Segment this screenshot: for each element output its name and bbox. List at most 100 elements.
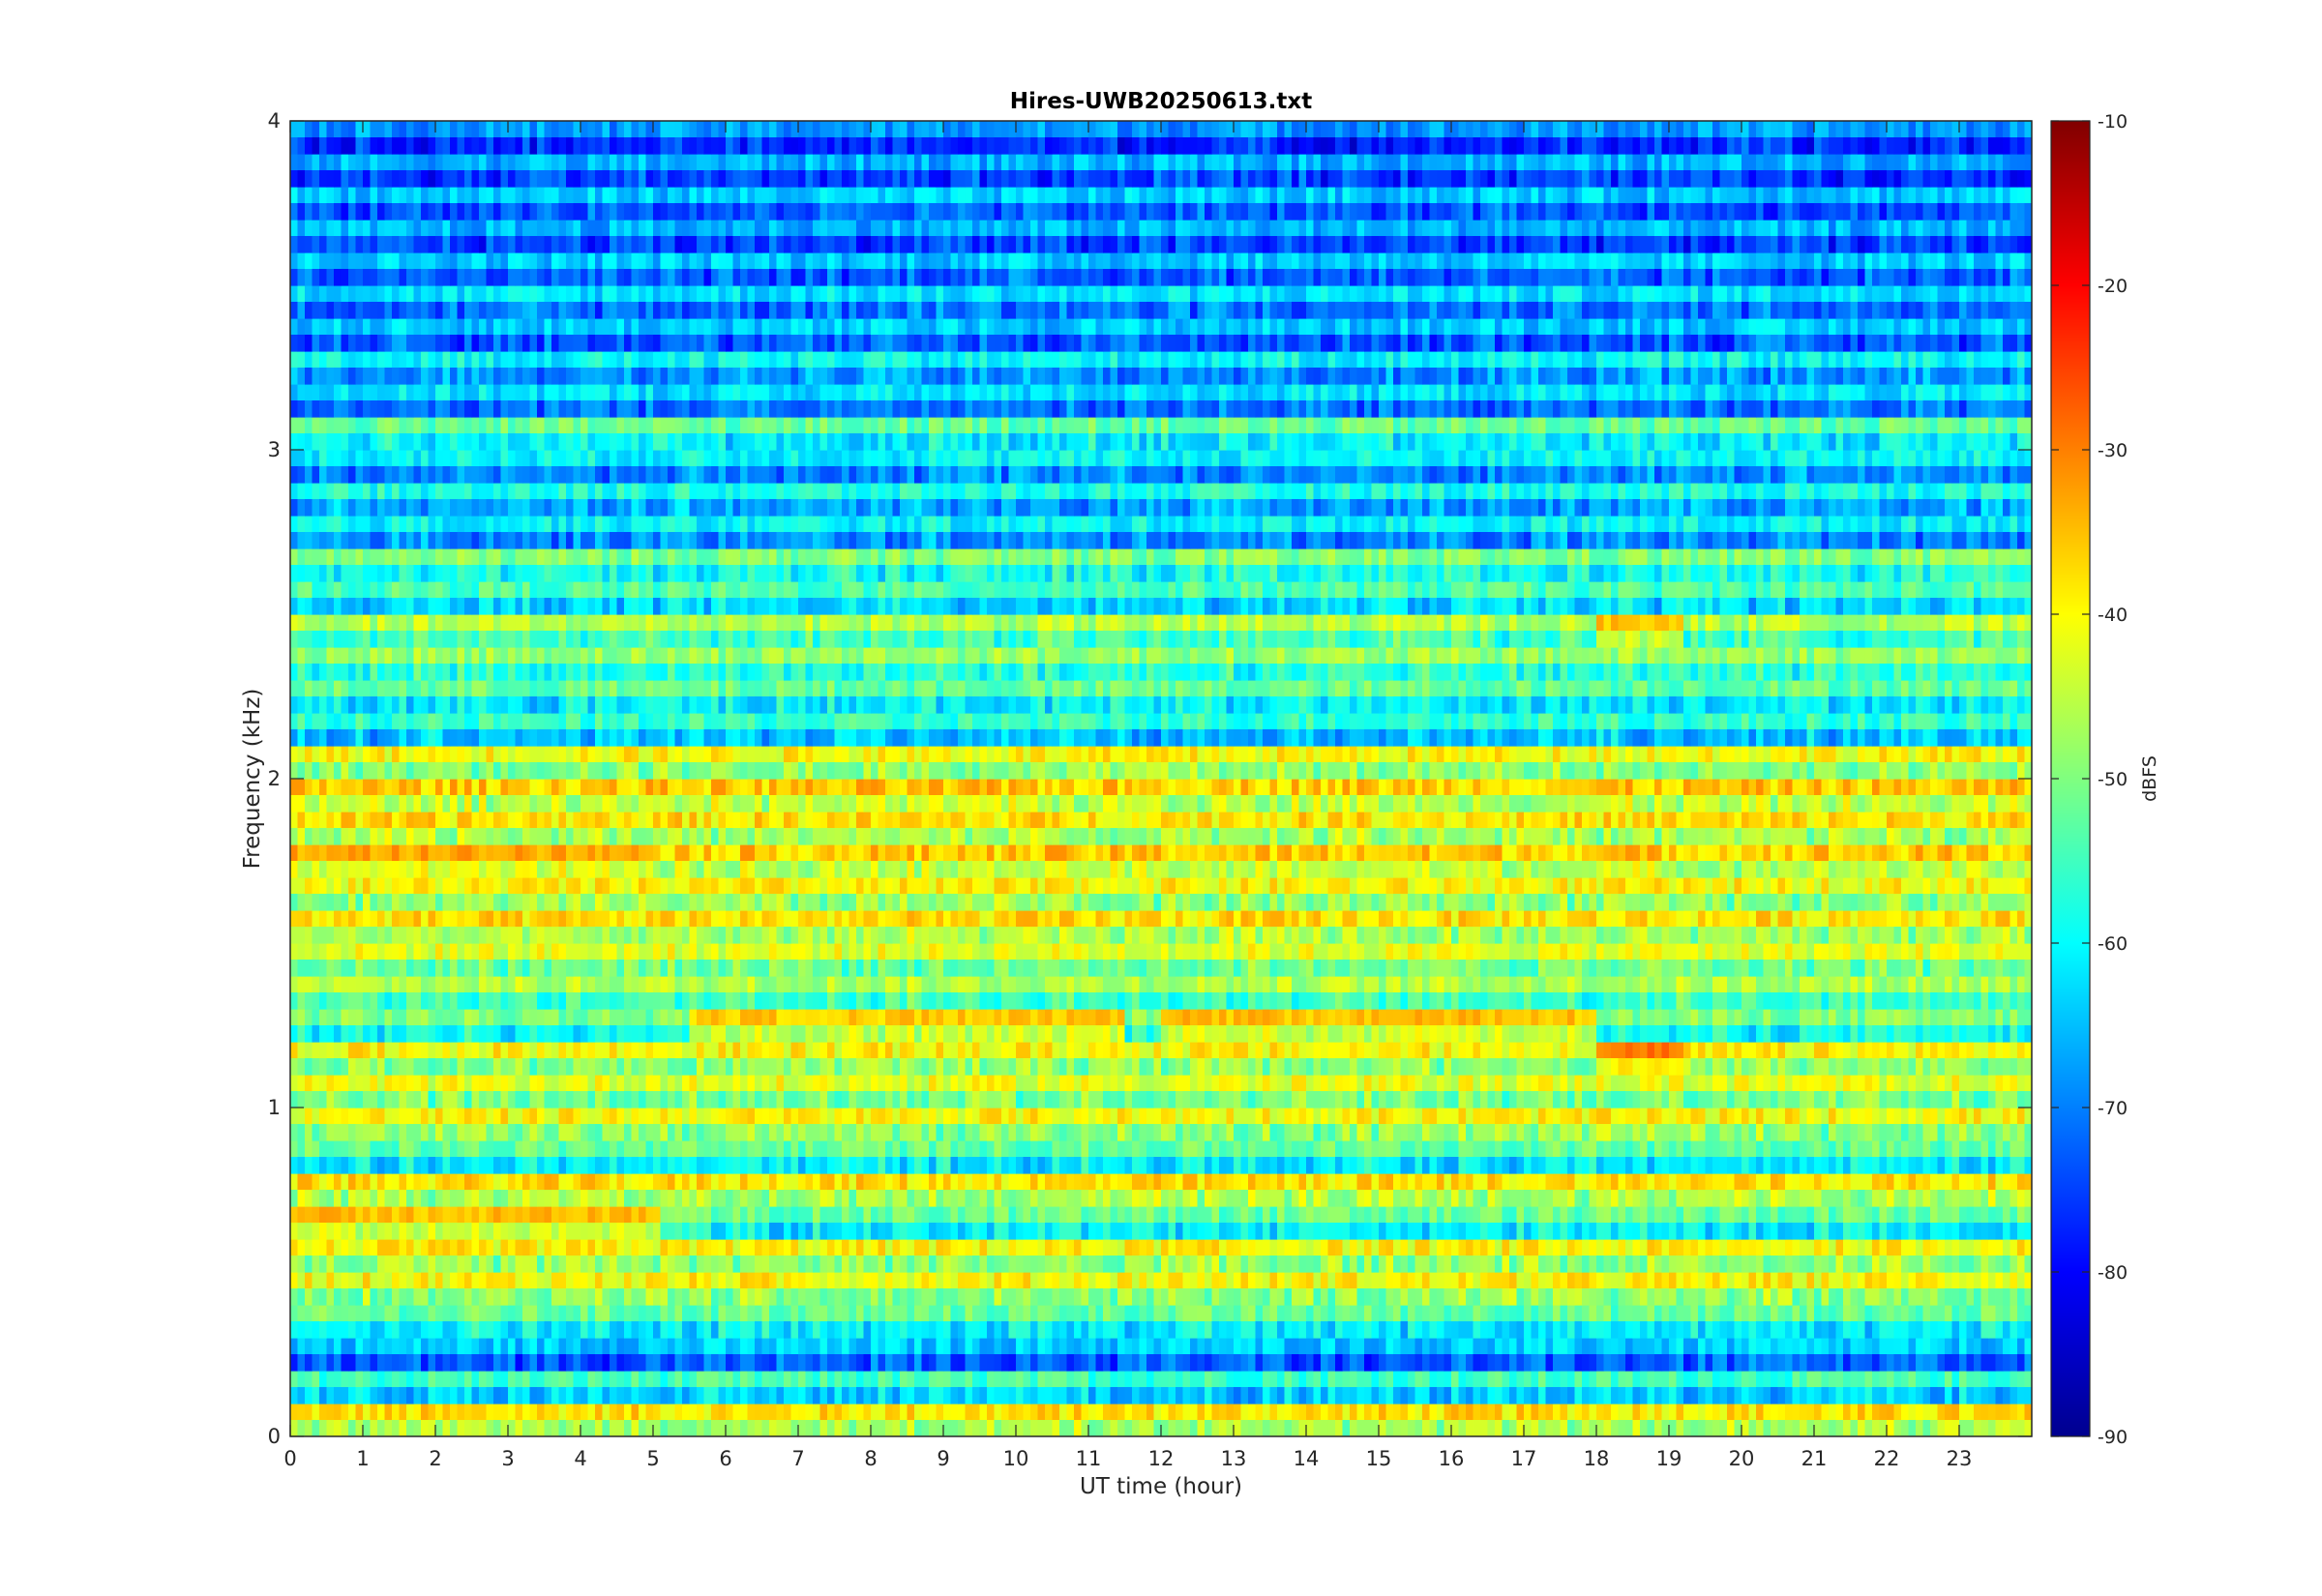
heatmap-cell	[1103, 1354, 1112, 1372]
heatmap-cell	[1800, 1321, 1808, 1339]
heatmap-cell	[943, 1124, 952, 1141]
heatmap-cell	[805, 1157, 814, 1174]
heatmap-cell	[1045, 1288, 1054, 1306]
heatmap-cell	[595, 1272, 604, 1289]
heatmap-cell	[1727, 1288, 1736, 1306]
heatmap-cell	[602, 1256, 610, 1273]
heatmap-cell	[1342, 1223, 1351, 1240]
heatmap-cell	[515, 1288, 523, 1306]
heatmap-cell	[1400, 1256, 1409, 1273]
heatmap-cell	[1030, 1288, 1039, 1306]
heatmap-cell	[1197, 1256, 1206, 1273]
heatmap-cell	[558, 1223, 567, 1240]
heatmap-cell	[1640, 1108, 1649, 1125]
heatmap-cell	[958, 1321, 967, 1339]
heatmap-cell	[421, 1371, 430, 1388]
heatmap-cell	[1676, 1256, 1684, 1273]
heatmap-cell	[805, 1420, 814, 1436]
heatmap-cell	[312, 1321, 320, 1339]
heatmap-cell	[1502, 1256, 1510, 1273]
heatmap-cell	[1030, 1108, 1039, 1125]
heatmap-cell	[1037, 1140, 1046, 1158]
heatmap-cell	[1618, 1288, 1626, 1306]
heatmap-cell	[653, 1108, 662, 1125]
heatmap-cell	[1843, 1108, 1852, 1125]
heatmap-cell	[515, 1206, 523, 1224]
heatmap-cell	[1719, 1288, 1728, 1306]
heatmap-cell	[689, 1288, 698, 1306]
heatmap-cell	[312, 1338, 320, 1355]
heatmap-cell	[1313, 1223, 1322, 1240]
heatmap-cell	[914, 1206, 923, 1224]
heatmap-cell	[1922, 1338, 1931, 1355]
heatmap-cell	[1850, 1404, 1859, 1421]
heatmap-cell	[1400, 1239, 1409, 1256]
heatmap-cell	[1052, 1223, 1060, 1240]
heatmap-cell	[334, 1140, 342, 1158]
heatmap-cell	[1269, 1420, 1278, 1436]
heatmap-cell	[348, 1124, 357, 1141]
heatmap-cell	[421, 1239, 430, 1256]
heatmap-cell	[529, 1387, 538, 1404]
heatmap-cell	[1654, 1157, 1663, 1174]
heatmap-cell	[1321, 1338, 1329, 1355]
heatmap-cell	[384, 1321, 393, 1339]
heatmap-cell	[1690, 1124, 1699, 1141]
heatmap-cell	[1777, 1256, 1786, 1273]
heatmap-cell	[878, 1124, 886, 1141]
heatmap-cell	[798, 1387, 807, 1404]
heatmap-cell	[1240, 1420, 1249, 1436]
heatmap-cell	[660, 1108, 669, 1125]
heatmap-cell	[987, 1157, 996, 1174]
heatmap-cell	[392, 1256, 401, 1273]
heatmap-cell	[987, 1173, 996, 1191]
heatmap-cell	[1371, 1387, 1380, 1404]
heatmap-cell	[515, 1321, 523, 1339]
heatmap-cell	[1495, 1206, 1503, 1224]
heatmap-cell	[1211, 1206, 1220, 1224]
heatmap-cell	[457, 1124, 465, 1141]
heatmap-cell	[1835, 1223, 1844, 1240]
heatmap-cell	[1487, 1108, 1496, 1125]
heatmap-cell	[566, 1140, 575, 1158]
heatmap-cell	[1226, 1140, 1235, 1158]
heatmap-cell	[653, 1420, 662, 1436]
heatmap-cell	[1016, 1288, 1025, 1306]
heatmap-cell	[1008, 1272, 1017, 1289]
heatmap-cell	[943, 1272, 952, 1289]
heatmap-cell	[500, 1321, 509, 1339]
heatmap-cell	[537, 1157, 546, 1174]
heatmap-cell	[1879, 1420, 1888, 1436]
heatmap-cell	[885, 1420, 894, 1436]
heatmap-cell	[1574, 1223, 1583, 1240]
heatmap-cell	[1966, 1239, 1975, 1256]
heatmap-cell	[544, 1091, 552, 1108]
heatmap-cell	[610, 1338, 618, 1355]
heatmap-cell	[457, 1173, 465, 1191]
heatmap-cell	[798, 1256, 807, 1273]
heatmap-cell	[747, 1173, 756, 1191]
heatmap-cell	[1872, 1256, 1881, 1273]
heatmap-cell	[1292, 1239, 1300, 1256]
heatmap-cell	[842, 1256, 850, 1273]
heatmap-cell	[1030, 1272, 1039, 1289]
heatmap-cell	[435, 1321, 444, 1339]
heatmap-cell	[558, 1173, 567, 1191]
heatmap-cell	[1350, 1140, 1358, 1158]
heatmap-cell	[1785, 1124, 1794, 1141]
heatmap-cell	[856, 1305, 865, 1322]
heatmap-cell	[1858, 1140, 1866, 1158]
heatmap-cell	[1197, 1206, 1206, 1224]
heatmap-cell	[1414, 1124, 1423, 1141]
heatmap-cell	[1255, 1371, 1264, 1388]
heatmap-cell	[987, 1223, 996, 1240]
heatmap-cell	[595, 1305, 604, 1322]
heatmap-cell	[987, 1338, 996, 1355]
heatmap-cell	[399, 1387, 407, 1404]
heatmap-cell	[668, 1091, 676, 1108]
heatmap-cell	[1124, 1108, 1133, 1125]
heatmap-cell	[1901, 1371, 1910, 1388]
heatmap-cell	[384, 1157, 393, 1174]
heatmap-cell	[784, 1223, 792, 1240]
heatmap-cell	[1356, 1338, 1365, 1355]
